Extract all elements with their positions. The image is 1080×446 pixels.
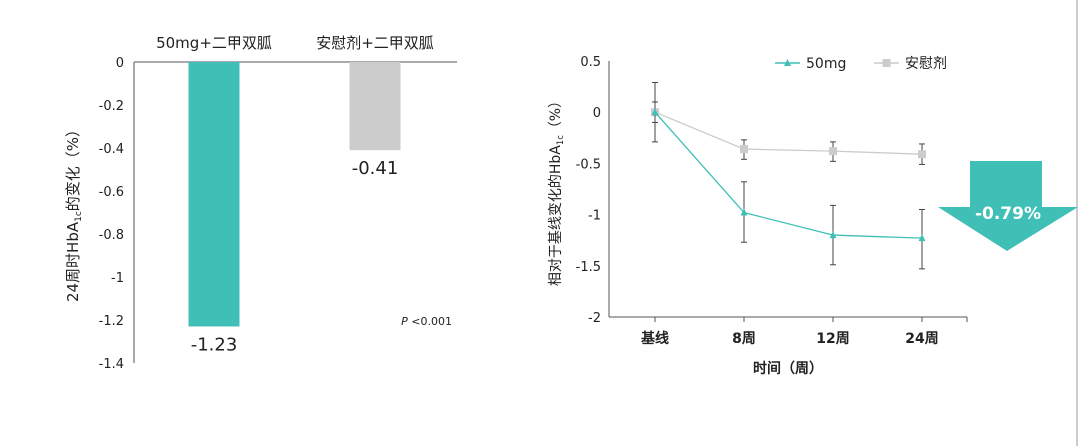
data-label: -0.41 xyxy=(352,158,399,179)
down-arrow-annotation xyxy=(938,161,1078,251)
series-安慰剂 xyxy=(651,101,926,165)
data-point xyxy=(651,108,659,116)
legend-label: 50mg xyxy=(806,56,846,72)
y-tick-label: -0.4 xyxy=(99,142,124,157)
y-tick-label: -1.4 xyxy=(99,357,124,372)
y-tick-label: -2 xyxy=(588,311,601,326)
series-line xyxy=(654,111,923,239)
legend-marker xyxy=(882,59,891,67)
y-tick-label: -1 xyxy=(588,209,601,224)
x-tick-label: 8周 xyxy=(732,331,756,347)
y-tick-label: 0 xyxy=(116,56,124,71)
p-value-annotation: P <0.001 xyxy=(401,315,452,328)
data-label: -1.23 xyxy=(191,334,238,355)
legend-label: 安慰剂 xyxy=(905,55,947,72)
y-tick-label: -1.5 xyxy=(576,260,601,275)
data-point xyxy=(918,150,926,159)
y-tick-label: -0.5 xyxy=(576,157,601,172)
y-tick-label: -1.2 xyxy=(99,314,124,329)
x-tick-label: 基线 xyxy=(641,330,669,347)
category-label: 安慰剂+二甲双胍 xyxy=(316,34,434,52)
x-tick-label: 12周 xyxy=(816,331,849,347)
y-tick-label: -0.2 xyxy=(99,99,124,114)
bar xyxy=(349,62,401,151)
y-tick-label: -0.8 xyxy=(99,228,124,243)
category-label: 50mg+二甲双胍 xyxy=(156,34,272,52)
annotation-label: -0.79% xyxy=(975,204,1041,224)
y-tick-label: 0 xyxy=(593,106,601,121)
series-line xyxy=(654,111,923,155)
data-point xyxy=(918,234,926,242)
data-point xyxy=(740,145,748,154)
data-point xyxy=(740,208,748,216)
x-tick-label: 24周 xyxy=(905,331,938,347)
data-point xyxy=(829,231,837,239)
series-50mg xyxy=(651,82,926,270)
x-axis-label: 时间（周） xyxy=(753,360,823,377)
y-axis-label: 24周时HbA1c的变化（%） xyxy=(64,122,84,302)
y-tick-label: -0.6 xyxy=(99,185,124,200)
bar xyxy=(188,62,240,327)
legend-marker xyxy=(784,59,791,66)
data-point xyxy=(829,147,837,156)
y-tick-label: -1 xyxy=(111,271,124,286)
legend: 50mg 安慰剂 xyxy=(775,55,947,72)
y-axis-label: 相对于基线变化的HbA1c（%） xyxy=(547,94,565,286)
y-tick-label: 0.5 xyxy=(580,55,601,70)
bar-chart: 0 -0.2 -0.4 -0.6 -0.8 -1 -1.2 -1.4 50mg+二甲双胍 -1.2… xyxy=(64,34,457,372)
